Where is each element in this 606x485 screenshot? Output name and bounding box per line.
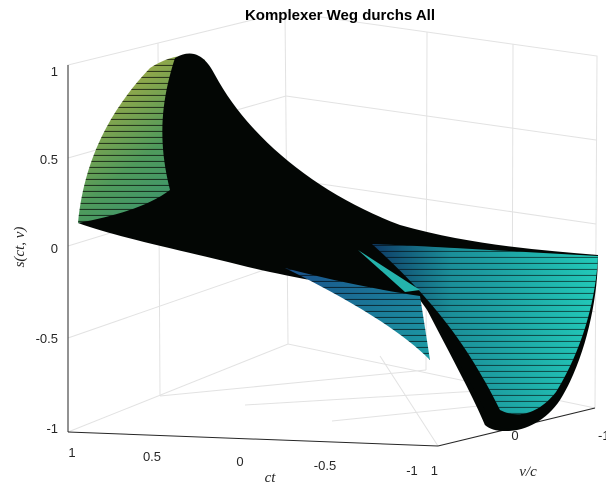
z-tick-label: -0.5 [36,331,58,346]
z-tick-label: 0 [51,241,58,256]
z-axis-label: s(ct, v) [12,227,28,268]
y-axis-label: v/c [519,464,537,480]
z-tick-label: -1 [46,421,58,436]
x-tick-label: 0 [236,454,243,469]
x-tick-label: 1 [68,445,75,460]
x-tick-labels: 1 0.5 0 -0.5 -1 [68,445,417,478]
surface-plot [78,53,598,432]
x-tick-label: -1 [406,463,418,478]
x-axis-label: ct [265,470,277,485]
chart-title: Komplexer Weg durchs All [245,7,435,24]
y-tick-labels: 0 -1 1 [431,428,606,478]
y-tick-label: -1 [598,428,606,443]
z-tick-label: 1 [51,64,58,79]
x-tick-label: 0.5 [143,449,161,464]
z-tick-labels: 1 0.5 0 -0.5 -1 [36,64,58,436]
y-tick-label: 1 [431,463,438,478]
surface-sliver [358,250,420,292]
y-tick-label: 0 [511,428,518,443]
x-tick-label: -0.5 [314,458,336,473]
z-tick-label: 0.5 [40,152,58,167]
